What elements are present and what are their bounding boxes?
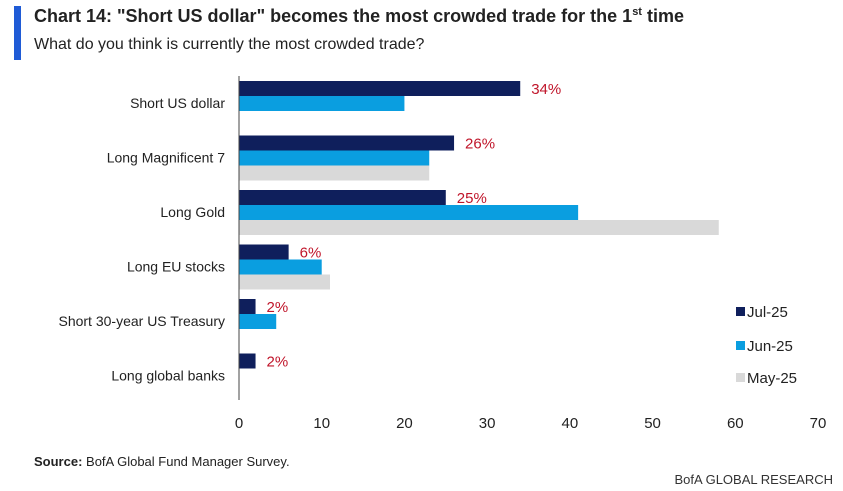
legend-label-jun-25: Jun-25 bbox=[747, 338, 793, 355]
bar-jul-25-short-30-year-us-treasury bbox=[239, 299, 256, 314]
bar-jul-25-long-global-banks bbox=[239, 353, 256, 369]
chart-title-end: time bbox=[641, 6, 684, 26]
x-tick-label: 10 bbox=[313, 415, 330, 432]
bar-jul-25-long-gold bbox=[239, 190, 446, 205]
category-label-long-global-banks: Long global banks bbox=[111, 368, 225, 384]
x-tick-label: 20 bbox=[396, 415, 413, 432]
x-tick-label: 0 bbox=[235, 415, 243, 432]
title-accent-bar bbox=[14, 6, 21, 60]
legend-label-jul-25: Jul-25 bbox=[747, 304, 788, 321]
source-label: Source: bbox=[34, 454, 83, 469]
bar-jun-25-long-gold bbox=[239, 205, 579, 220]
bar-may-25-long-magnificent-7 bbox=[239, 165, 430, 181]
category-label-long-magnificent-7: Long Magnificent 7 bbox=[107, 150, 226, 166]
legend-swatch-jun-25 bbox=[736, 341, 745, 350]
bar-jun-25-short-us-dollar bbox=[239, 96, 405, 111]
bar-jul-25-short-us-dollar bbox=[239, 81, 521, 96]
legend-swatch-jul-25 bbox=[736, 307, 745, 316]
chart-title: Chart 14: "Short US dollar" becomes the … bbox=[34, 6, 684, 27]
bar-jun-25-long-magnificent-7 bbox=[239, 150, 430, 166]
bar-may-25-long-eu-stocks bbox=[239, 274, 330, 290]
chart-title-superscript: st bbox=[632, 6, 642, 18]
source-text: BofA Global Fund Manager Survey. bbox=[82, 454, 290, 469]
x-tick-label: 60 bbox=[727, 415, 744, 432]
bar-jun-25-short-30-year-us-treasury bbox=[239, 314, 277, 329]
chart-subtitle: What do you think is currently the most … bbox=[34, 36, 425, 53]
x-tick-label: 40 bbox=[562, 415, 579, 432]
data-label-long-eu-stocks: 6% bbox=[300, 245, 322, 262]
bar-jun-25-long-eu-stocks bbox=[239, 259, 322, 275]
data-label-long-global-banks: 2% bbox=[267, 354, 289, 371]
brand-footer: BofA GLOBAL RESEARCH bbox=[674, 472, 833, 487]
data-label-short-us-dollar: 34% bbox=[531, 81, 561, 98]
category-label-short-30-year-us-treasury: Short 30-year US Treasury bbox=[58, 313, 225, 329]
chart-title-main: Chart 14: "Short US dollar" becomes the … bbox=[34, 6, 633, 26]
category-label-short-us-dollar: Short US dollar bbox=[130, 95, 225, 111]
x-tick-label: 30 bbox=[479, 415, 496, 432]
bar-jul-25-long-magnificent-7 bbox=[239, 135, 455, 151]
category-label-long-gold: Long Gold bbox=[160, 204, 225, 220]
legend-label-may-25: May-25 bbox=[747, 370, 797, 387]
x-tick-label: 50 bbox=[644, 415, 661, 432]
legend-swatch-may-25 bbox=[736, 373, 745, 382]
data-label-long-gold: 25% bbox=[457, 190, 487, 207]
data-label-long-magnificent-7: 26% bbox=[465, 136, 495, 153]
source-note: Source: BofA Global Fund Manager Survey. bbox=[34, 454, 290, 469]
bar-jul-25-long-eu-stocks bbox=[239, 244, 289, 260]
data-label-short-30-year-us-treasury: 2% bbox=[267, 299, 289, 316]
x-tick-label: 70 bbox=[810, 415, 827, 432]
category-label-long-eu-stocks: Long EU stocks bbox=[127, 259, 225, 275]
bar-may-25-long-gold bbox=[239, 220, 719, 235]
